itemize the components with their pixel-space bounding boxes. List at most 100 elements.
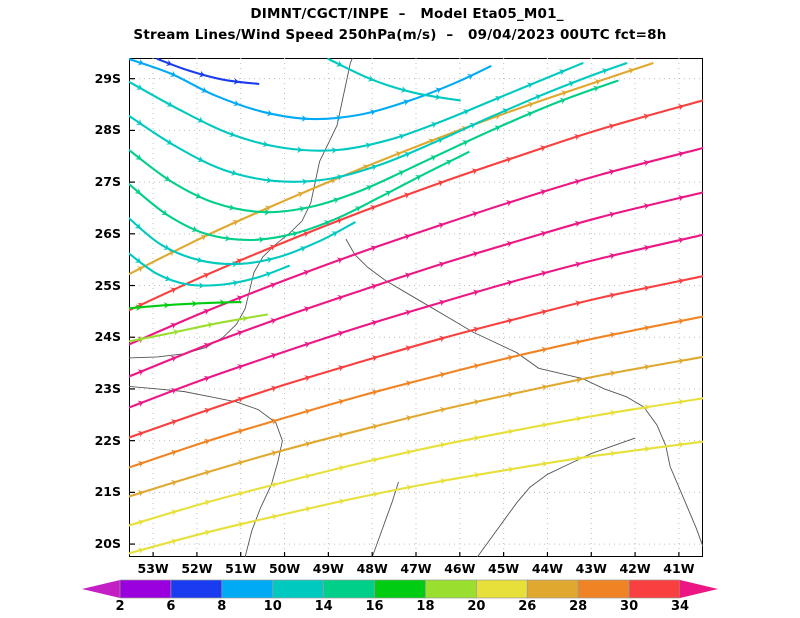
streamline-arrow [462, 109, 470, 116]
streamline-arrow [230, 169, 237, 176]
streamline-arrow [304, 505, 311, 513]
streamline-arrow [437, 180, 444, 187]
streamline-arrow [170, 355, 177, 363]
streamline-arrow [336, 257, 343, 264]
streamline-arrow [466, 73, 474, 81]
colorbar-tick-label: 18 [416, 599, 435, 614]
streamline-arrow [438, 222, 445, 229]
y-axis-tick-label: 20S [94, 536, 121, 552]
streamline-arrow [266, 176, 272, 184]
streamline-arrow [237, 396, 244, 404]
streamline-arrow [269, 244, 276, 251]
streamline-arrow [269, 282, 276, 289]
streamline-arrow [643, 113, 650, 121]
streamline-arrow [472, 250, 479, 258]
tickmarks [129, 78, 680, 557]
streamline-arrow [541, 346, 548, 354]
streamline-arrow [303, 269, 310, 277]
streamline-arrow [331, 231, 338, 238]
streamline-arrow [371, 355, 378, 362]
streamline-arrow [568, 80, 575, 88]
streamline-arrow [135, 119, 143, 125]
streamline-arrow [304, 408, 311, 415]
streamline-arrow [137, 369, 144, 376]
streamline-arrow [494, 125, 501, 132]
streamline-arrow [264, 208, 270, 216]
streamline-arrow [541, 384, 548, 391]
streamline-arrow [219, 299, 226, 307]
colorbar-tick-label: 6 [166, 599, 176, 614]
streamline-arrow [541, 460, 548, 468]
x-axis-tick-label: 43W [575, 561, 607, 576]
title-line-1: DIMNT/CGCT/INPE – Model Eta05_M01_ [250, 6, 564, 22]
streamline-arrow [575, 376, 582, 384]
streamline-arrow [232, 260, 238, 268]
streamline-arrow [494, 113, 501, 121]
streamline-arrow [137, 400, 144, 408]
streamline-arrow [204, 469, 211, 477]
streamline-arrow [526, 82, 533, 89]
streamline-arrow [336, 60, 343, 67]
streamline-arrow [540, 189, 547, 196]
streamline-arrow [197, 155, 204, 163]
streamline-arrow [678, 236, 685, 244]
streamline-arrow [203, 375, 210, 383]
streamline-arrow [338, 398, 345, 406]
colorbar-tick-label: 34 [670, 599, 690, 614]
streamline-arrow [643, 324, 650, 332]
x-axis-tick-label: 47W [400, 561, 432, 576]
streamline-arrow [228, 203, 235, 211]
streamline-arrow [404, 151, 411, 159]
streamline-arrow [191, 300, 198, 308]
streamline-arrow [506, 279, 513, 287]
streamline [129, 146, 703, 346]
streamline-arrow [501, 108, 509, 115]
streamline-arrow [329, 177, 336, 185]
streamline-arrow [439, 371, 446, 379]
colorbar-segment [323, 579, 375, 599]
streamline-arrow [507, 428, 514, 436]
y-axis-tick-label: 24S [94, 329, 121, 345]
streamline-arrow [137, 490, 144, 497]
colorbar-segment [526, 579, 579, 599]
streamline-arrow [170, 322, 177, 330]
streamline-arrow [207, 321, 214, 329]
streamline-arrow [304, 440, 311, 448]
streamline-arrow [266, 109, 273, 117]
streamline-arrow [165, 59, 173, 66]
colorbar-segment [221, 579, 274, 599]
streamline-arrow [336, 217, 343, 225]
streamline-arrow [296, 191, 304, 198]
streamline-arrow [367, 75, 374, 82]
x-axis-tick-label: 49W [312, 561, 344, 576]
streamline-arrow [137, 430, 144, 438]
streamline-arrow [166, 100, 173, 107]
streamline-arrow [608, 123, 615, 130]
streamline-arrow [473, 363, 480, 370]
streamline [129, 313, 269, 343]
streamline-arrow [406, 484, 413, 492]
streamline-arrow [237, 459, 244, 467]
streamline-arrow [644, 404, 650, 411]
streamline-arrow [601, 68, 608, 75]
streamline-arrow [270, 418, 278, 425]
colorbar-tick-label: 16 [365, 599, 384, 614]
streamline-arrow [336, 114, 342, 122]
x-axis-tick-label: 46W [444, 561, 476, 576]
colorbar-tick-label: 10 [263, 599, 282, 614]
streamline-arrow [266, 256, 273, 264]
streamline-arrow [338, 432, 345, 439]
streamline-arrow [609, 331, 616, 339]
streamline-arrow [610, 450, 616, 457]
streamline-arrow [370, 164, 378, 171]
streamline-arrow [170, 419, 177, 426]
streamline-arrow [224, 234, 231, 242]
streamlines [129, 58, 703, 555]
streamline-arrow [134, 188, 141, 195]
streamline-arrow [678, 398, 685, 406]
streamline-arrow [507, 466, 514, 473]
colorbar-segment [476, 579, 528, 599]
streamline-arrow [643, 244, 650, 252]
streamline-arrow [170, 509, 178, 516]
streamline-arrow [395, 151, 402, 158]
